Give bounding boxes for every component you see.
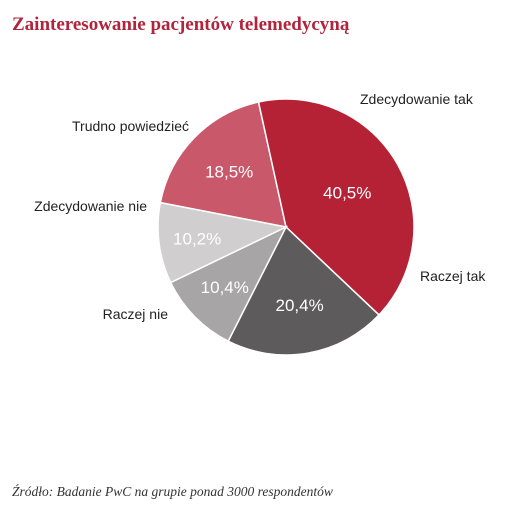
source-note: Źródło: Badanie PwC na grupie ponad 3000… (12, 484, 333, 500)
category-label-raczej-nie: Raczej nie (103, 306, 169, 322)
category-label-zdecydowanie-tak: Zdecydowanie tak (360, 91, 474, 107)
pie-slice-zdecydowanie-nie (169, 225, 288, 343)
pie-slice-raczej-nie (227, 225, 381, 356)
pie-slice-zdecydowanie-tak (159, 101, 287, 228)
value-label-raczej-nie: 20,4% (276, 296, 324, 315)
value-label-zdecydowanie-nie: 10,4% (201, 278, 249, 297)
value-label-zdecydowanie-tak: 18,5% (205, 163, 253, 182)
pie-slice-raczej-tak (257, 98, 415, 317)
source-text: Badanie PwC na grupie ponad 3000 respond… (56, 484, 333, 499)
pie-slice-trudno-powiedziec (157, 201, 289, 284)
category-label-raczej-tak: Raczej tak (420, 268, 486, 284)
category-label-trudno-powiedziec: Trudno powiedzieć (72, 118, 189, 134)
source-label: Źródło: (12, 484, 54, 499)
chart-title: Zainteresowanie pacjentów telemedycyną (12, 14, 350, 35)
category-label-zdecydowanie-nie: Zdecydowanie nie (34, 198, 147, 214)
value-label-trudno-powiedziec: 10,2% (173, 229, 221, 248)
value-label-raczej-tak: 40,5% (323, 183, 371, 202)
